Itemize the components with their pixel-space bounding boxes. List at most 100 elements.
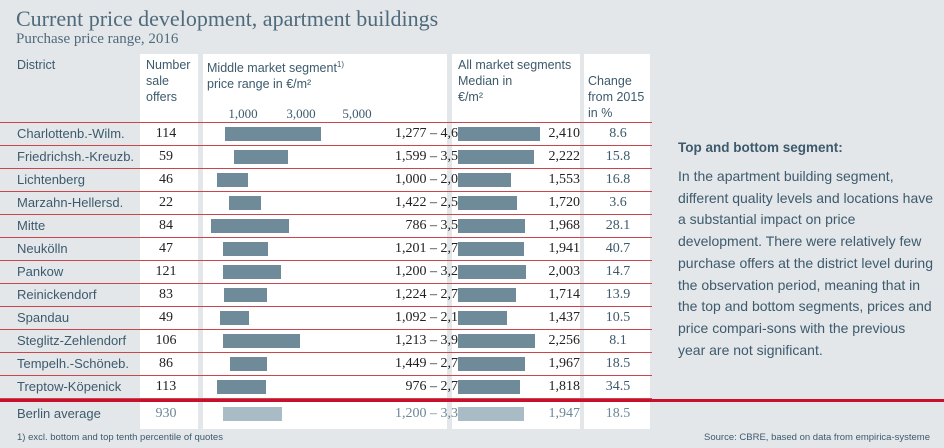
range-label: 1,224 – 2,750 — [395, 287, 472, 302]
sidebar-text: In the apartment building segment, diffe… — [678, 168, 934, 358]
range-bar — [219, 311, 250, 325]
district-name: Friedrichsh.-Kreuzb. — [17, 149, 135, 164]
header-middle-segment: Middle market segment1) price range in €… — [207, 57, 344, 92]
median-label: 1,720 — [548, 195, 581, 210]
range-bar — [211, 219, 290, 233]
header-all-line2: Median in — [458, 74, 513, 88]
row-divider — [0, 214, 652, 215]
district-name: Spandau — [17, 310, 70, 325]
median-label: 1,968 — [548, 218, 581, 233]
median-label: 2,222 — [548, 149, 581, 164]
header-change: Change from 2015 in % — [588, 73, 644, 121]
row-divider — [0, 375, 652, 376]
offers-count: 22 — [159, 195, 173, 210]
range-bar — [234, 150, 288, 164]
table-row: Steglitz-Zehlendorf 106 1,213 – 3,921 2,256… — [0, 329, 944, 352]
median-bar — [458, 265, 527, 279]
row-divider — [0, 168, 652, 169]
range-bar — [222, 242, 268, 256]
range-bar — [223, 288, 267, 302]
change-value: 18.5 — [605, 406, 631, 421]
range-label: 1,200 – 3,263 — [395, 264, 472, 279]
table-row: Tempelh.-Schöneb. 86 1,449 – 2,781 1,967 18.… — [0, 352, 944, 375]
median-bar — [458, 311, 507, 325]
change-value: 8.6 — [609, 126, 627, 141]
number-column-bg — [140, 54, 198, 429]
change-value: 15.8 — [605, 149, 631, 164]
header-all-line3: €/m² — [458, 90, 483, 104]
change-value: 16.8 — [605, 172, 631, 187]
header-middle-footnote-marker: 1) — [336, 60, 345, 69]
median-label: 1,967 — [548, 356, 581, 371]
median-bar — [458, 127, 540, 141]
offers-count: 86 — [159, 356, 173, 371]
median-bar — [458, 173, 511, 187]
source-note: Source: CBRE, based on data from empiric… — [704, 432, 930, 443]
row-divider — [0, 329, 652, 330]
range-label: 1,000 – 2,095 — [395, 172, 472, 187]
chart-subtitle: Purchase price range, 2016 — [16, 31, 179, 47]
range-label: 786 – 3,550 — [405, 218, 473, 233]
median-label: 1,437 — [548, 310, 581, 325]
district-name: Reinickendorf — [17, 287, 97, 302]
header-all-line1: All market segments — [458, 58, 572, 72]
header-number: Number sale offers — [146, 57, 190, 105]
average-separator-rule — [0, 399, 944, 402]
chart-title: Current price development, apartment bui… — [16, 6, 439, 31]
range-bar — [229, 357, 268, 371]
median-label: 1,941 — [548, 241, 581, 256]
median-bar — [458, 357, 525, 371]
table-row: Treptow-Köpenick 113 976 – 2,747 1,818 34.5 — [0, 375, 944, 398]
header-number-line2: sale — [146, 74, 169, 88]
range-bar — [229, 196, 261, 210]
row-divider — [0, 306, 652, 307]
district-name: Lichtenberg — [17, 172, 85, 187]
offers-count: 59 — [159, 149, 173, 164]
offers-count: 83 — [159, 287, 173, 302]
header-number-line1: Number — [146, 58, 191, 72]
range-bar — [222, 265, 281, 279]
table-row: Lichtenberg 46 1,000 – 2,095 1,553 16.8 — [0, 168, 944, 191]
range-label: 1,422 – 2,543 — [395, 195, 472, 210]
range-label: 1,092 – 2,131 — [395, 310, 472, 325]
range-bar — [217, 173, 249, 187]
median-label: 2,003 — [548, 264, 581, 279]
header-change-line1: Change — [588, 74, 632, 88]
range-label: 1,213 – 3,921 — [395, 333, 472, 348]
change-value: 18.5 — [605, 356, 631, 371]
header-change-line3: in % — [588, 106, 613, 120]
table-row: Charlottenb.-Wilm. 114 1,277 – 4,688 2,410 8… — [0, 122, 944, 145]
district-name: Pankow — [17, 264, 64, 279]
axis-tick: 5,000 — [342, 106, 372, 121]
district-name: Steglitz-Zehlendorf — [17, 333, 127, 348]
offers-count: 47 — [159, 241, 173, 256]
range-label: 1,200 – 3,306 — [395, 406, 472, 421]
range-bar — [225, 127, 322, 141]
table-row: Pankow 121 1,200 – 3,263 2,003 14.7 — [0, 260, 944, 283]
row-divider — [0, 145, 652, 146]
header-middle-line2: price range in €/m² — [207, 77, 312, 92]
row-divider — [0, 283, 652, 284]
table-row: Mitte 84 786 – 3,550 1,968 28.1 — [0, 214, 944, 237]
change-value: 34.5 — [605, 379, 631, 394]
median-bar — [458, 288, 517, 302]
offers-count: 114 — [155, 126, 177, 141]
offers-count: 49 — [159, 310, 173, 325]
table-row: Neukölln 47 1,201 – 2,785 1,941 40.7 — [0, 237, 944, 260]
footnote: 1) excl. bottom and top tenth percentile… — [17, 432, 223, 443]
axis-tick: 1,000 — [228, 106, 258, 121]
range-label: 976 – 2,747 — [405, 379, 473, 394]
table-row: Friedrichsh.-Kreuzb. 59 1,599 – 3,500 2,222… — [0, 145, 944, 168]
median-label: 1,714 — [548, 287, 581, 302]
header-all-segments: All market segments Median in €/m² — [458, 57, 571, 105]
median-label: 1,947 — [548, 406, 581, 421]
table-row: Reinickendorf 83 1,224 – 2,750 1,714 13.9 — [0, 283, 944, 306]
median-bar — [458, 150, 534, 164]
range-label: 1,599 – 3,500 — [395, 149, 472, 164]
table-row: Spandau 49 1,092 – 2,131 1,437 10.5 — [0, 306, 944, 329]
range-label: 1,277 – 4,688 — [395, 126, 472, 141]
change-value: 40.7 — [605, 241, 631, 256]
row-divider — [0, 191, 652, 192]
row-divider — [0, 398, 652, 399]
change-value: 10.5 — [605, 310, 631, 325]
